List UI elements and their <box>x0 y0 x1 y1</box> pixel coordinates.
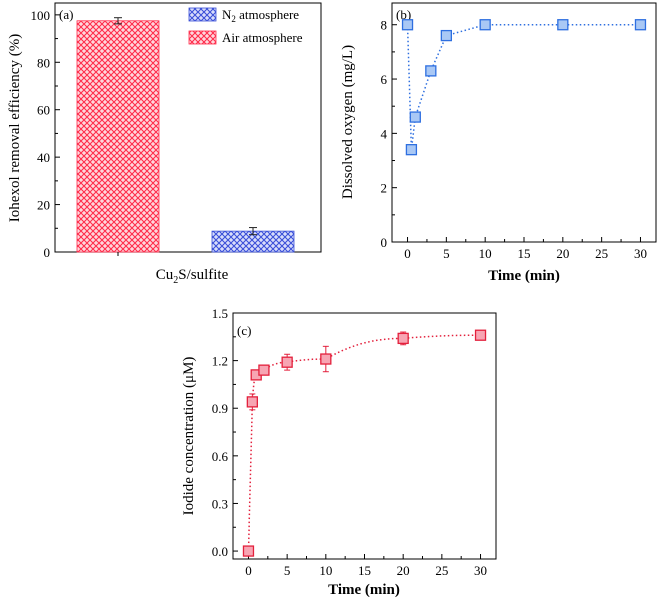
panel-c-xtick-label: 5 <box>284 563 291 578</box>
panel-b-y-axis: 0 2 4 6 8 <box>381 18 397 250</box>
panel-c-x-axis: 0 5 10 15 20 25 30 <box>245 554 487 578</box>
panel-b-x-axis: 0 5 10 15 20 25 30 <box>404 237 647 261</box>
panel-c-point <box>281 356 293 368</box>
panel-b-ytick-label: 8 <box>381 18 388 33</box>
panel-b-ytick-label: 0 <box>381 235 388 250</box>
panel-b-xtick-label: 15 <box>518 246 531 261</box>
panel-b-point <box>557 19 569 31</box>
panel-b-ylabel: Dissolved oxygen (mg/L) <box>340 45 356 199</box>
panel-a-ytick-label: 0 <box>44 245 51 260</box>
panel-a-ytick-label: 100 <box>31 8 51 23</box>
panel-b-ytick-label: 6 <box>381 72 388 87</box>
panel-b-ytick-label: 4 <box>381 126 388 141</box>
panel-a-frame <box>54 2 322 253</box>
panel-b-xtick-label: 0 <box>404 246 411 261</box>
panel-c-ytick-label: 1.2 <box>212 354 228 369</box>
panel-a-y-axis: 0 20 40 60 80 100 <box>31 8 60 260</box>
panel-b-point <box>440 29 453 42</box>
panel-c-point <box>246 396 258 408</box>
panel-c-xtick-label: 20 <box>397 563 410 578</box>
legend-label-n2: N2 atmosphere <box>222 7 299 24</box>
panel-c-y-axis: 0.0 0.3 0.6 0.9 1.2 1.5 <box>212 306 238 559</box>
panel-a-legend: N2 atmosphere Air atmosphere <box>188 7 303 45</box>
panel-c-ytick-label: 0.6 <box>212 449 229 464</box>
panel-b-xtick-label: 5 <box>443 246 450 261</box>
panel-b-point <box>479 19 491 31</box>
bar-air <box>76 20 160 253</box>
panel-b-xlabel: Time (min) <box>488 268 560 284</box>
panel-b-xtick-label: 20 <box>556 246 569 261</box>
panel-c: (c) 0.0 0.3 0.6 0.9 1.2 1.5 0 5 10 15 20 25 30 Time… <box>181 306 497 598</box>
panel-a-ytick-label: 40 <box>37 150 50 165</box>
panel-c-point <box>242 545 255 557</box>
panel-c-ytick-label: 0.0 <box>212 544 228 559</box>
panel-b-point <box>405 144 418 156</box>
panel-b-point <box>401 19 414 31</box>
panel-b-xtick-label: 10 <box>479 246 492 261</box>
panel-c-point <box>397 332 409 345</box>
panel-c-xtick-label: 10 <box>319 563 332 578</box>
panel-a-ytick-label: 20 <box>37 198 50 213</box>
panel-a-bars <box>76 17 295 256</box>
panel-c-xtick-label: 15 <box>358 563 371 578</box>
panel-c-xtick-label: 25 <box>435 563 448 578</box>
panel-b-frame <box>391 2 657 243</box>
legend-label-air: Air atmosphere <box>222 30 303 45</box>
panel-c-ytick-label: 0.3 <box>212 496 228 511</box>
panel-b-series-line <box>406 23 641 150</box>
panel-b-xtick-label: 25 <box>595 246 608 261</box>
panel-c-ytick-label: 1.5 <box>212 306 228 321</box>
panel-c-xtick-label: 30 <box>474 563 487 578</box>
legend-swatch-n2 <box>188 7 217 22</box>
panel-c-label: (c) <box>237 323 251 338</box>
legend-swatch-air <box>188 30 217 45</box>
panel-b-series <box>401 19 647 156</box>
panel-c-series <box>242 329 487 557</box>
panel-a-label: (a) <box>59 7 73 22</box>
panel-a: (a) 0 20 40 60 80 100 N2 atmosphere Air atmos… <box>7 2 322 286</box>
panel-b-point <box>409 111 421 123</box>
panel-c-point <box>320 353 332 365</box>
panel-b-ytick-label: 2 <box>381 181 388 196</box>
panel-a-ytick-label: 60 <box>37 103 50 118</box>
panel-c-xlabel: Time (min) <box>328 582 400 598</box>
panel-a-xlabel: Cu2S/sulfite <box>156 267 229 286</box>
panel-a-ytick-label: 80 <box>37 55 50 70</box>
panel-c-frame <box>232 312 497 560</box>
panel-b-point <box>634 19 647 31</box>
panel-b-point <box>425 65 437 77</box>
panel-c-ytick-label: 0.9 <box>212 401 228 416</box>
panel-c-ylabel: Iodide concentration (μM) <box>181 357 197 516</box>
panel-c-point <box>258 364 270 376</box>
panel-a-ylabel: Iohexol removal efficiency (%) <box>7 34 23 222</box>
panel-b-xtick-label: 30 <box>634 246 647 261</box>
panel-b-label: (b) <box>396 7 411 22</box>
panel-b: (b) 0 2 4 6 8 0 5 10 15 20 25 30 Time (min) Dissol… <box>340 2 657 284</box>
panel-c-point <box>474 329 487 341</box>
panel-c-xtick-label: 0 <box>245 563 252 578</box>
